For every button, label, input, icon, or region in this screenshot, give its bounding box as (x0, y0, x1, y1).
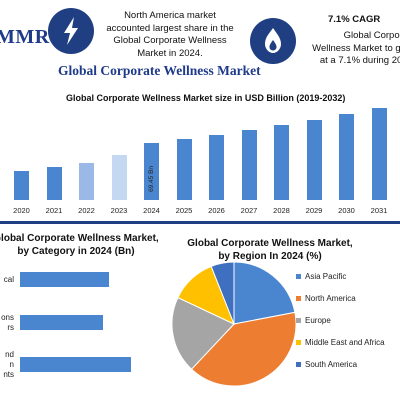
region-chart-title: Global Corporate Wellness Market, by Reg… (187, 238, 353, 262)
size-data-label-2024: 69.45 Bn (148, 165, 155, 192)
pie-slice-north-america (190, 311, 297, 387)
size-xtick-2022: 2022 (78, 206, 95, 215)
cagr-title: 7.1% CAGR (328, 14, 381, 25)
legend-label: South America (305, 360, 358, 369)
legend-label: North America (305, 294, 356, 303)
category-label-1: ons rs (1, 312, 14, 332)
category-bar-2 (20, 357, 131, 372)
size-bar-2027 (241, 130, 257, 200)
size-bar-2031 (371, 108, 387, 200)
size-bar-2026 (209, 134, 224, 200)
legend-item-north-america: North America (296, 294, 356, 303)
legend-label: Europe (305, 316, 331, 325)
size-bar-2023 (111, 154, 127, 200)
north-america-highlight: North America market accounted largest s… (106, 10, 234, 59)
category-label-0: cal (3, 274, 14, 284)
size-bar-chart: 2020 2021 2022 2023 2024 69.45 Bn 2025 2026 2027… (0, 105, 400, 220)
size-xtick-2028: 2028 (273, 206, 290, 215)
size-xtick-2021: 2021 (45, 206, 63, 215)
pie-slice-south-america (210, 261, 235, 325)
size-xtick-2024: 2024 (143, 206, 160, 215)
size-bar-2020 (14, 170, 29, 200)
category-label-2: nd n nts (3, 349, 14, 379)
pie-slice-asia-pacific (233, 261, 296, 325)
size-bar-2025 (176, 139, 192, 200)
region-pie-chart (171, 261, 297, 387)
size-xtick-2031: 2031 (370, 206, 388, 215)
size-bar-2021 (46, 167, 62, 200)
legend-item-europe: Europe (296, 316, 331, 325)
category-bar-chart: cal ons rs nd n nts (0, 260, 170, 385)
legend-item-middle-east-and-africa: Middle East and Africa (296, 338, 385, 347)
size-bar-2029 (306, 119, 322, 200)
size-xtick-2020: 2020 (13, 206, 30, 215)
size-xtick-2029: 2029 (305, 206, 323, 215)
size-chart-title: Global Corporate Wellness Market size in… (66, 93, 346, 103)
section-divider (0, 221, 400, 224)
lightning-icon (48, 8, 94, 54)
size-xtick-2025: 2025 (175, 206, 193, 215)
legend-item-asia-pacific: Asia Pacific (296, 272, 346, 281)
legend-label: Middle East and Africa (305, 338, 385, 347)
size-bar-2028 (274, 125, 289, 200)
size-xtick-2030: 2030 (338, 206, 355, 215)
pie-slice-europe (171, 296, 235, 370)
size-xtick-2026: 2026 (208, 206, 225, 215)
cagr-highlight: Global Corporate Wellness Market to grow… (312, 30, 400, 66)
size-bar-2030 (339, 114, 354, 200)
legend-swatch (296, 318, 301, 324)
size-bar-2024 (144, 143, 159, 200)
size-bar-2022 (79, 162, 94, 200)
size-xtick-2023: 2023 (110, 206, 128, 215)
flame-icon (250, 18, 296, 64)
legend-swatch (296, 340, 301, 346)
legend-swatch (296, 296, 301, 302)
legend-item-south-america: South America (296, 360, 357, 369)
category-bar-0 (20, 272, 109, 287)
category-bar-1 (20, 315, 103, 330)
category-chart-title: Global Corporate Wellness Market, by Cat… (0, 233, 159, 257)
region-legend: Asia Pacific North America Europe Middle Ea… (296, 272, 400, 382)
legend-swatch (296, 274, 301, 280)
mmr-logo: MMR (0, 26, 50, 48)
main-title: Global Corporate Wellness Market (58, 63, 261, 78)
legend-label: Asia Pacific (305, 272, 347, 281)
size-xtick-2027: 2027 (240, 206, 258, 215)
legend-swatch (296, 362, 301, 368)
